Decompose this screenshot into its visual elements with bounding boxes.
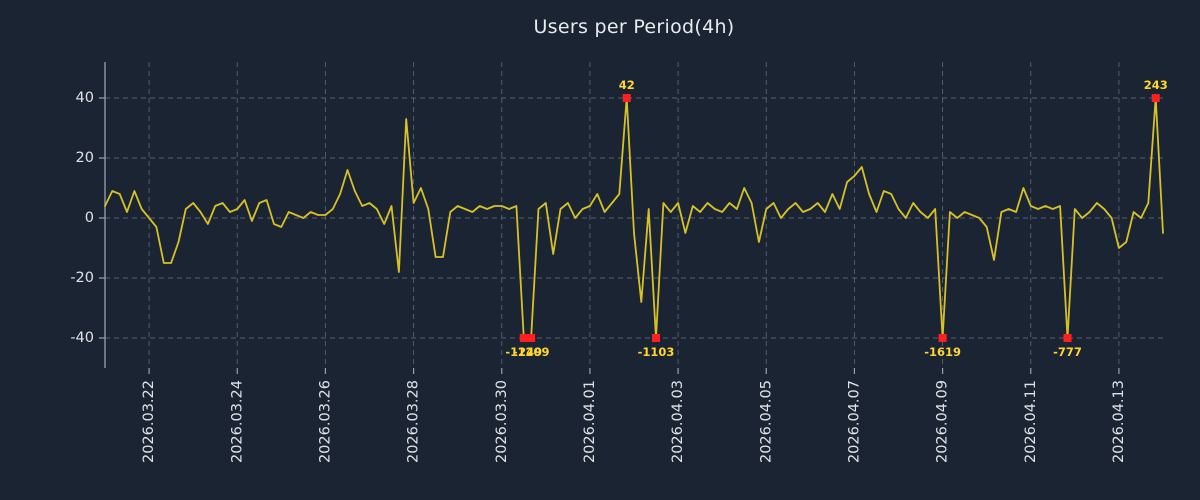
x-tick-label: 2026.04.11 [1023, 380, 1039, 463]
extreme-marker [1151, 94, 1160, 102]
extreme-marker [527, 334, 536, 342]
x-tick-label: 2026.04.09 [935, 380, 951, 463]
x-tick-label: 2026.03.22 [141, 380, 157, 463]
x-tick-label: 2026.04.07 [846, 380, 862, 463]
extreme-value-label: 42 [619, 78, 635, 92]
extreme-marker [519, 334, 528, 342]
extreme-marker [622, 94, 631, 102]
x-tick-label: 2026.04.05 [758, 380, 774, 463]
extreme-value-label: -1209 [513, 345, 550, 359]
extreme-marker [1063, 334, 1072, 342]
extreme-value-label: -1103 [638, 345, 675, 359]
y-tick-label: 20 [76, 150, 94, 166]
extreme-value-label: -1249 [505, 345, 542, 359]
extreme-marker [938, 334, 947, 342]
chart-title: Users per Period(4h) [533, 16, 735, 38]
extreme-marker [652, 334, 660, 342]
y-tick-label: 40 [76, 90, 94, 106]
x-tick-label: 2026.04.13 [1111, 380, 1127, 463]
extreme-value-label: 243 [1144, 78, 1168, 92]
y-tick-label: -20 [70, 270, 94, 286]
extreme-value-label: -1619 [924, 345, 961, 359]
x-tick-label: 2026.03.26 [317, 380, 333, 463]
x-tick-label: 2026.04.03 [670, 380, 686, 463]
extreme-value-label: -777 [1053, 345, 1082, 359]
y-tick-label: -40 [70, 330, 94, 346]
y-tick-label: 0 [85, 210, 94, 226]
x-tick-label: 2026.03.24 [229, 380, 245, 463]
x-tick-label: 2026.03.28 [406, 380, 422, 463]
series-line [104, 97, 1164, 339]
x-tick-label: 2026.03.30 [494, 380, 510, 463]
x-tick-label: 2026.04.01 [582, 380, 598, 463]
